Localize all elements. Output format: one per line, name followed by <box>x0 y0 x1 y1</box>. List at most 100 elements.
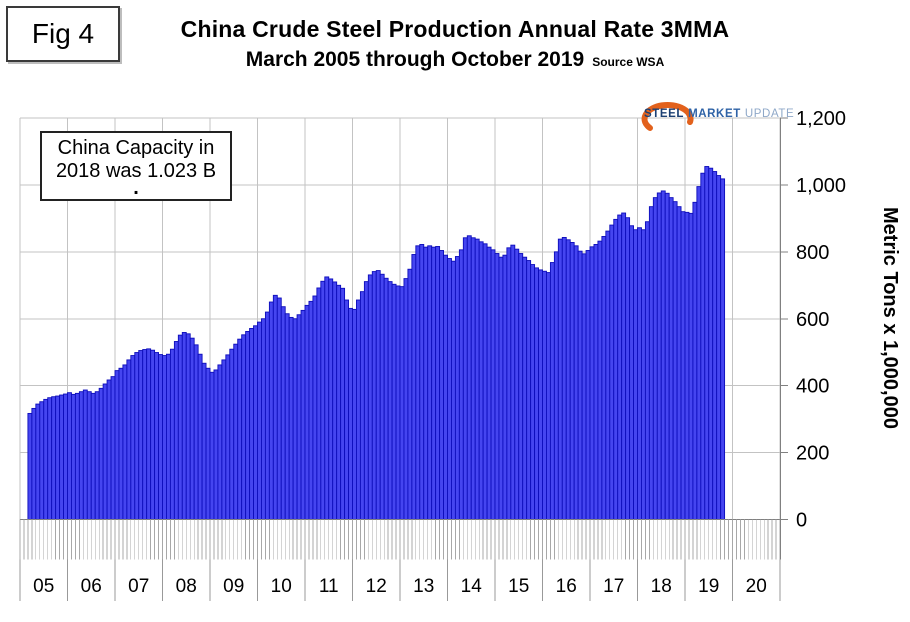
production-bar <box>637 227 642 520</box>
production-bar <box>324 276 330 520</box>
production-bar <box>146 348 152 520</box>
production-bar <box>704 166 710 520</box>
production-bar <box>605 230 611 520</box>
y-axis-tick-label: 800 <box>796 242 829 264</box>
production-bar <box>126 359 132 520</box>
production-bar <box>379 273 385 520</box>
production-bar <box>82 389 88 520</box>
production-bar <box>276 297 282 520</box>
production-bar <box>431 246 437 520</box>
production-bar <box>312 295 318 520</box>
annotation-line-1: China Capacity in <box>57 137 215 159</box>
production-bar <box>478 241 484 520</box>
production-bar <box>494 253 500 520</box>
production-bar <box>241 334 247 520</box>
production-bar <box>510 244 516 520</box>
production-bar <box>506 247 512 520</box>
production-bar <box>328 278 334 520</box>
production-bar <box>138 350 144 520</box>
production-bar <box>474 238 480 520</box>
chart-title: China Crude Steel Production Annual Rate… <box>180 16 730 42</box>
production-bar <box>264 311 270 520</box>
production-bar <box>371 271 377 520</box>
production-bar <box>708 167 714 520</box>
capacity-annotation-box: China Capacity in 2018 was 1.023 B . <box>40 131 232 201</box>
source-label: Source WSA <box>592 55 665 69</box>
production-bar <box>451 260 456 520</box>
production-bar <box>118 367 124 520</box>
production-bar <box>363 281 369 520</box>
y-axis-tick-label: 600 <box>796 309 829 331</box>
production-bar <box>261 318 266 520</box>
y-axis-tick-label: 1,200 <box>796 108 846 130</box>
production-bar <box>411 254 417 520</box>
production-bar <box>154 352 159 520</box>
production-bar <box>462 237 468 520</box>
production-bar <box>549 262 555 520</box>
logo-word-market: MARKET <box>688 108 741 120</box>
x-axis-year-label: 09 <box>223 576 244 597</box>
production-bar <box>356 299 361 520</box>
production-bar <box>280 306 286 520</box>
production-bar <box>316 287 322 520</box>
production-bar <box>185 333 191 520</box>
production-bar <box>458 249 464 520</box>
production-bar <box>621 212 627 520</box>
production-bar <box>569 242 575 520</box>
production-bar <box>47 397 53 520</box>
x-axis-year-label: 15 <box>508 576 529 597</box>
production-bar <box>98 387 104 520</box>
production-bar <box>35 403 41 520</box>
production-bar <box>680 211 686 520</box>
production-bar <box>90 392 96 520</box>
production-bar <box>684 211 690 520</box>
production-bar <box>660 190 666 520</box>
production-bar <box>629 225 634 520</box>
production-bar <box>344 299 349 520</box>
x-axis-year-label: 10 <box>271 576 292 597</box>
logo-text: STEEL MARKET UPDATE <box>644 108 794 120</box>
production-bar <box>375 270 381 520</box>
production-bar <box>142 349 148 520</box>
production-bar <box>130 355 136 520</box>
production-bar <box>561 236 567 520</box>
production-bar <box>59 394 64 520</box>
x-axis-year-label: 12 <box>366 576 387 597</box>
production-bar <box>577 250 583 520</box>
production-bar <box>31 407 37 520</box>
production-bar <box>233 343 239 520</box>
production-bar <box>439 250 444 520</box>
production-bar <box>308 300 314 520</box>
x-axis-year-label: 05 <box>33 576 54 597</box>
production-bar <box>181 332 187 520</box>
production-bar <box>668 197 674 520</box>
chart-subtitle-text: March 2005 through October 2019 <box>245 48 585 71</box>
production-bar <box>565 239 571 520</box>
production-bar <box>304 304 310 520</box>
production-bar <box>625 217 631 520</box>
production-bar <box>648 206 654 520</box>
production-bar <box>415 245 421 520</box>
x-axis-year-label: 19 <box>698 576 719 597</box>
production-bar <box>498 256 504 520</box>
production-bar <box>553 251 559 520</box>
production-bar <box>557 238 563 520</box>
production-bar <box>419 244 425 520</box>
production-bar <box>644 221 650 520</box>
production-bar <box>435 246 441 520</box>
x-axis-year-label: 13 <box>413 576 434 597</box>
production-bar <box>336 284 342 520</box>
production-bar <box>407 268 413 520</box>
production-bar <box>74 392 80 520</box>
production-bar <box>51 396 57 520</box>
production-bar <box>284 313 290 520</box>
production-bar <box>162 355 167 520</box>
production-bar <box>237 338 243 520</box>
production-bar <box>43 398 49 520</box>
production-bar <box>443 254 448 520</box>
production-bar <box>173 341 179 520</box>
production-bar <box>150 349 156 520</box>
annotation-dot: . <box>133 177 139 199</box>
production-bar <box>296 314 302 520</box>
